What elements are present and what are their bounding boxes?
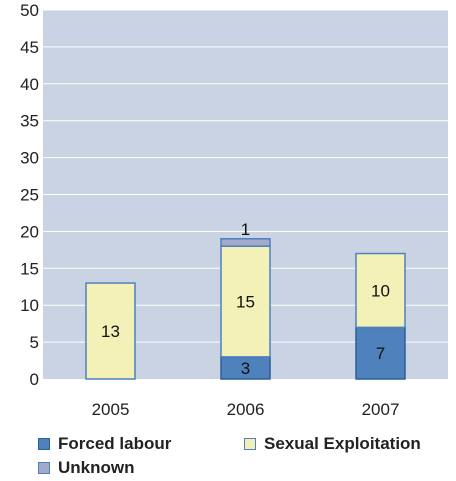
data-label-sexual-exploitation-2006: 15	[236, 293, 255, 312]
bar-sexual-exploitation-2005	[85, 282, 136, 380]
y-tick-label: 5	[30, 333, 39, 352]
data-label-forced-labour-2007: 7	[376, 344, 385, 363]
bar-sexual-exploitation-2007	[355, 252, 406, 329]
bar-sexual-exploitation-2006	[220, 245, 271, 358]
legend-swatch-unknown	[38, 462, 50, 474]
legend-label-forced-labour: Forced labour	[58, 434, 172, 453]
y-tick-label: 20	[20, 222, 39, 241]
y-axis-tick-labels: 0 5 10 15 20 25 30 35 40 45 50	[20, 1, 39, 389]
y-tick-label: 10	[20, 296, 39, 315]
bars	[85, 238, 406, 380]
x-axis-tick-labels: 2005 2006 2007	[92, 400, 400, 419]
y-tick-label: 40	[20, 75, 39, 94]
y-tick-label: 35	[20, 112, 39, 131]
data-labels: 13 3 15 1 7 10	[101, 220, 390, 378]
legend-label-sexual-exploitation: Sexual Exploitation	[264, 434, 421, 453]
y-tick-label: 50	[20, 1, 39, 20]
y-tick-label: 0	[30, 370, 39, 389]
data-label-unknown-2006: 1	[241, 220, 250, 239]
y-tick-label: 15	[20, 259, 39, 278]
legend-item-sexual-exploitation: Sexual Exploitation	[244, 434, 421, 454]
legend: Forced labour Sexual Exploitation Unknow…	[38, 432, 448, 480]
y-tick-label: 25	[20, 186, 39, 205]
x-tick-label-2007: 2007	[362, 400, 400, 419]
y-tick-label: 45	[20, 38, 39, 57]
x-tick-label-2006: 2006	[227, 400, 265, 419]
y-tick-label: 30	[20, 149, 39, 168]
legend-label-unknown: Unknown	[58, 458, 135, 477]
legend-item-unknown: Unknown	[38, 458, 135, 478]
data-label-forced-labour-2006: 3	[241, 359, 250, 378]
legend-swatch-sexual-exploitation	[244, 438, 256, 450]
bar-unknown-2006	[220, 238, 271, 247]
data-label-sexual-exploitation-2007: 10	[371, 281, 390, 300]
legend-item-forced-labour: Forced labour	[38, 434, 171, 454]
legend-swatch-forced-labour	[38, 438, 50, 450]
data-label-sexual-exploitation-2005: 13	[101, 322, 120, 341]
x-tick-label-2005: 2005	[92, 400, 130, 419]
